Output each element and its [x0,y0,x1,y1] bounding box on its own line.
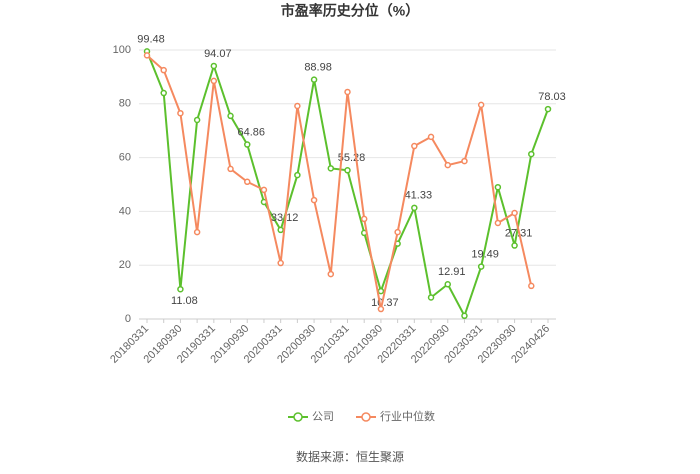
point [494,219,502,227]
point [294,171,301,179]
data-label: 10.37 [371,297,399,309]
point [277,259,284,267]
point [394,228,401,236]
y-tick-label: 60 [119,152,131,164]
point [160,89,167,97]
point [310,76,318,83]
point [310,196,318,204]
point [327,270,335,278]
point [210,77,218,85]
point [377,305,385,313]
point [143,52,151,59]
point [210,62,218,70]
point [477,263,485,270]
point [461,312,468,320]
point [277,226,284,234]
point [427,294,435,301]
data-label: 12.91 [438,266,466,278]
point [494,183,502,191]
point [344,88,351,96]
point [360,215,368,223]
y-tick-label: 100 [113,44,131,56]
point [444,161,451,169]
point [411,204,418,212]
y-tick-label: 20 [119,259,131,271]
legend-marker [361,412,371,422]
point [193,228,201,236]
point [344,167,351,174]
point [444,281,451,288]
data-label: 88.98 [304,62,332,74]
point [327,165,335,172]
data-label: 78.03 [538,91,566,103]
data-label: 94.07 [204,48,232,60]
y-tick-label: 40 [119,205,131,217]
data-label: 64.86 [237,126,265,138]
point [411,142,418,150]
point [294,102,301,110]
point [260,186,268,194]
data-label: 19.49 [471,248,499,260]
legend-label: 行业中位数 [380,409,435,423]
point [193,116,201,124]
series-line [146,54,533,310]
point [227,165,234,173]
data-label: 41.33 [405,190,433,202]
point [177,285,184,293]
point [477,101,485,109]
point [427,133,435,141]
point [511,209,518,217]
y-tick-label: 80 [119,98,131,110]
point [461,157,468,165]
point [511,242,518,249]
legend-marker [293,412,303,422]
data-label: 11.08 [171,295,198,307]
source: 数据来源：恒生聚源 [296,449,404,464]
point [528,150,535,158]
point [544,105,552,113]
chart-title: 市盈率历史分位（%） [281,3,419,19]
data-label: 55.28 [338,152,366,164]
point [377,287,385,295]
point [227,112,234,120]
legend-label: 公司 [312,411,334,423]
point [528,282,535,290]
point [244,141,251,148]
data-label: 99.48 [137,33,165,45]
point [160,66,167,74]
point [177,109,184,117]
y-tick-label: 0 [125,313,131,325]
point [244,178,251,186]
